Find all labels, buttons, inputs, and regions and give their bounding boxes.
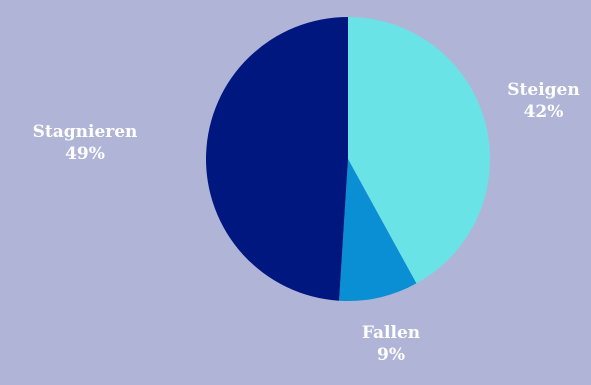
slice-label-steigen: Steigen 42%	[496, 79, 591, 123]
slice-name-stagnieren: Stagnieren	[32, 122, 138, 142]
slice-percent-steigen: 42%	[523, 102, 564, 122]
slice-percent-fallen: 9%	[377, 345, 405, 365]
slice-label-stagnieren: Stagnieren 49%	[0, 121, 170, 165]
slice-label-fallen: Fallen 9%	[336, 322, 446, 366]
pie-slice-fallen	[339, 159, 417, 301]
slice-name-fallen: Fallen	[361, 323, 421, 343]
pie-slice-steigen	[348, 17, 490, 284]
slice-name-steigen: Steigen	[507, 80, 580, 100]
pie-slice-stagnieren	[206, 17, 348, 301]
slice-percent-stagnieren: 49%	[65, 144, 105, 164]
